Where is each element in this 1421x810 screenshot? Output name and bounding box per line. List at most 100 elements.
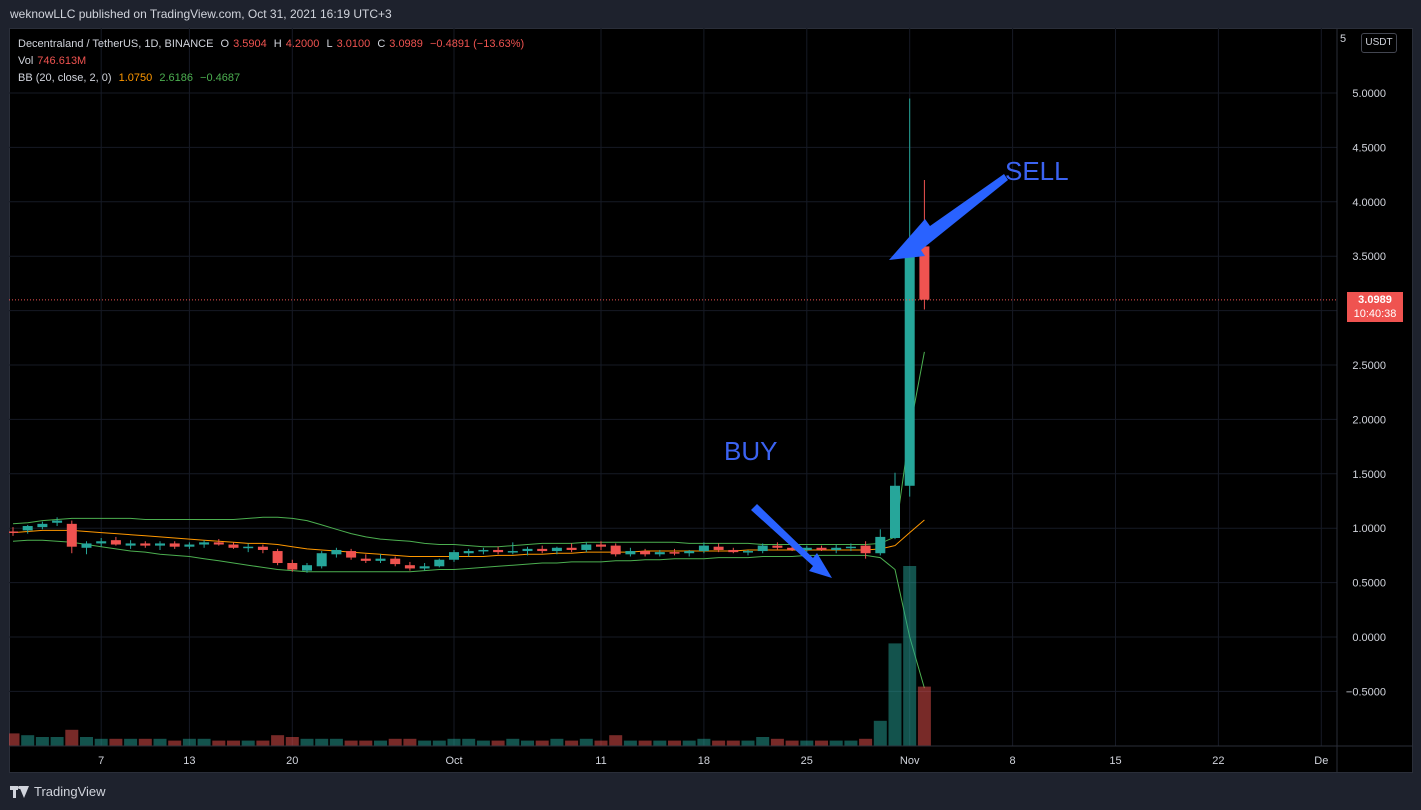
- time-axis[interactable]: 7 13 20 Oct 11 18 25 Nov 8 15 22 De: [9, 745, 1413, 767]
- candle-body: [493, 549, 504, 553]
- volume-label[interactable]: Vol: [18, 55, 34, 67]
- volume-bar: [653, 740, 667, 746]
- volume-value: 746.613M: [37, 55, 87, 67]
- volume-bar: [35, 737, 49, 746]
- volume-bar: [241, 740, 255, 746]
- candle-body: [96, 541, 107, 544]
- candle-body: [360, 558, 371, 561]
- volume-bar: [800, 740, 814, 746]
- bb-lower-value: −0.4687: [200, 72, 241, 84]
- candle-body: [743, 551, 753, 553]
- candle-body: [390, 558, 401, 565]
- low-label: L: [326, 38, 333, 50]
- open-label: O: [220, 38, 230, 50]
- sell-arrow: [889, 174, 1008, 260]
- candle-body: [551, 547, 562, 552]
- candle-body: [22, 526, 33, 531]
- chart-frame[interactable]: [9, 28, 1413, 773]
- volume-bar: [271, 735, 285, 746]
- volume-bar: [726, 740, 740, 746]
- candle-body: [860, 545, 871, 554]
- y-tick-label: −0.5000: [1346, 686, 1386, 698]
- last-price-tag: 3.0989 10:40:38: [1347, 292, 1403, 322]
- candle-body: [199, 542, 210, 545]
- candle-body: [155, 543, 165, 546]
- x-tick-label: 22: [1212, 755, 1224, 767]
- candle-body: [669, 552, 680, 554]
- candle-body: [302, 565, 312, 571]
- y-tick-label: 1.0000: [1352, 523, 1386, 535]
- price-chart[interactable]: 5.00004.50004.00003.50003.00002.50002.00…: [9, 28, 1413, 773]
- header-bar: weknowLLC published on TradingView.com, …: [0, 0, 1421, 28]
- volume-bar: [668, 740, 681, 746]
- volume-bar: [256, 740, 270, 746]
- y-tick-label: 0.0000: [1352, 632, 1386, 644]
- volume-bar: [521, 740, 534, 746]
- candle-body: [890, 485, 900, 538]
- tradingview-logo-icon: [10, 785, 29, 798]
- volume-bar: [315, 738, 329, 746]
- volume-bar: [138, 738, 152, 746]
- y-tick-label: 4.5000: [1352, 142, 1386, 154]
- grid-lines: [9, 28, 1337, 746]
- close-value: 3.0989: [389, 38, 423, 50]
- y-tick-label: 1.5000: [1352, 469, 1386, 481]
- volume-bar: [785, 740, 799, 746]
- high-label: H: [273, 38, 282, 50]
- volume-bar: [712, 740, 726, 746]
- volume-bar: [329, 738, 343, 746]
- volume-bars: [9, 566, 931, 746]
- volume-bar: [9, 733, 20, 746]
- volume-bar: [168, 740, 182, 746]
- x-tick-label: 15: [1109, 755, 1121, 767]
- candle-body: [169, 543, 180, 547]
- x-tick-label: 13: [183, 755, 195, 767]
- volume-bar: [462, 738, 476, 746]
- y-tick-label: 2.5000: [1352, 360, 1386, 372]
- volume-bar: [579, 738, 593, 746]
- candle-body: [346, 551, 357, 558]
- candle-body: [845, 546, 856, 549]
- volume-bar: [697, 738, 711, 746]
- candle-body: [434, 559, 445, 567]
- candle-body: [228, 544, 239, 548]
- symbol-label[interactable]: Decentraland / TetherUS, 1D, BINANCE: [18, 38, 214, 50]
- y-tick-label: 5.0000: [1352, 88, 1386, 100]
- candle-body: [875, 536, 886, 554]
- candle-body: [52, 520, 63, 523]
- volume-bar: [506, 738, 520, 746]
- candle-body: [9, 531, 18, 533]
- candle-body: [419, 566, 430, 569]
- volume-bar: [109, 738, 123, 746]
- candle-body: [243, 546, 254, 549]
- x-tick-label: 25: [801, 755, 813, 767]
- candle-body: [478, 549, 489, 552]
- volume-bar: [756, 737, 770, 746]
- buy-arrow: [751, 504, 832, 578]
- low-value: 3.0100: [336, 38, 371, 50]
- footer[interactable]: TradingView: [10, 784, 106, 799]
- volume-bar: [212, 740, 226, 746]
- volume-bar: [80, 737, 93, 746]
- candle-body: [566, 547, 577, 550]
- volume-bar: [182, 738, 196, 746]
- candle-body: [316, 553, 327, 567]
- candle-body: [816, 547, 827, 550]
- candle-body: [37, 523, 48, 528]
- candle-body: [919, 246, 930, 300]
- volume-bar: [300, 738, 314, 746]
- candle-body: [640, 551, 651, 555]
- currency-button[interactable]: USDT: [1361, 33, 1397, 53]
- published-text: weknowLLC published on TradingView.com, …: [10, 7, 392, 21]
- legend-bb-row: BB (20, close, 2, 0) 1.0750 2.6186 −0.46…: [18, 70, 528, 87]
- price-axis[interactable]: 5.00004.50004.00003.50003.00002.50002.00…: [1336, 28, 1386, 773]
- candle-body: [904, 246, 915, 486]
- volume-bar: [770, 738, 784, 746]
- volume-bar: [873, 720, 887, 746]
- volume-bar: [285, 737, 299, 746]
- bb-label[interactable]: BB (20, close, 2, 0): [18, 72, 112, 84]
- bb-upper-line: [12, 351, 925, 548]
- x-tick-label: 8: [1010, 755, 1016, 767]
- candle-body: [610, 545, 621, 555]
- bb-basis-value: 1.0750: [118, 72, 153, 84]
